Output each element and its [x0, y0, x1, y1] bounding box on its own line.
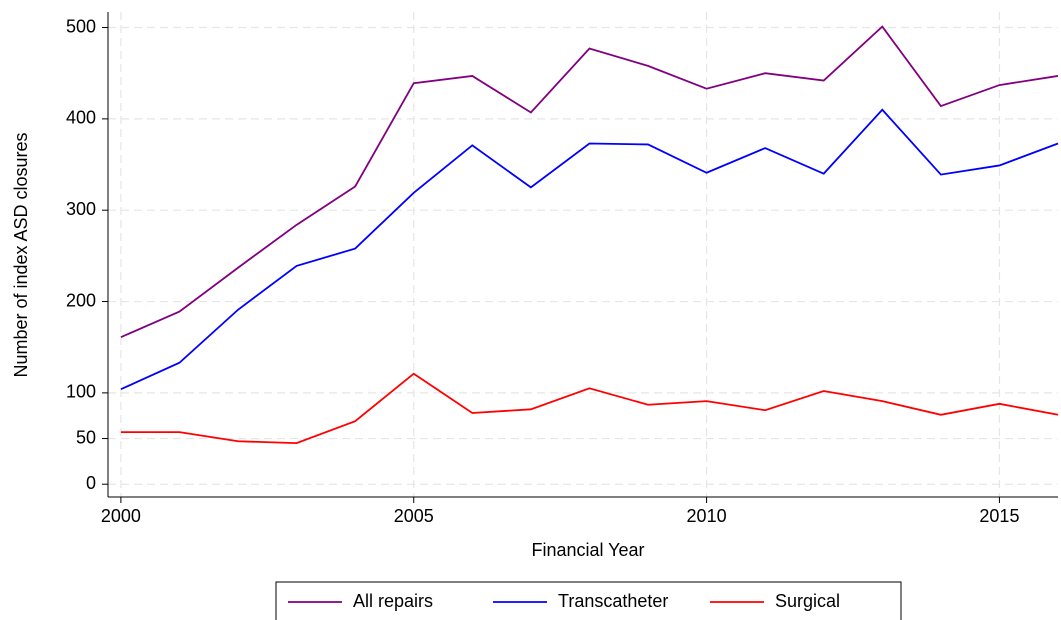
y-tick-label: 500 — [66, 16, 96, 36]
y-tick-label: 50 — [76, 427, 96, 447]
series-line — [120, 25, 1059, 338]
y-tick-label: 0 — [86, 473, 96, 493]
x-tick-label: 2005 — [394, 506, 434, 526]
legend — [275, 581, 902, 620]
legend-label: Surgical — [775, 591, 840, 611]
series-line — [120, 372, 1059, 445]
y-tick-label: 300 — [66, 199, 96, 219]
x-tick-label: 2010 — [687, 506, 727, 526]
y-tick-label: 400 — [66, 108, 96, 128]
y-axis-label: Number of index ASD closures — [11, 132, 31, 377]
x-tick-label: 2015 — [979, 506, 1019, 526]
y-tick-label: 200 — [66, 290, 96, 310]
x-tick-label: 2000 — [101, 506, 141, 526]
y-tick-label: 100 — [66, 382, 96, 402]
legend-label: All repairs — [353, 591, 433, 611]
x-axis-label: Financial Year — [531, 540, 644, 560]
series-line — [120, 108, 1059, 391]
legend-label: Transcatheter — [558, 591, 668, 611]
